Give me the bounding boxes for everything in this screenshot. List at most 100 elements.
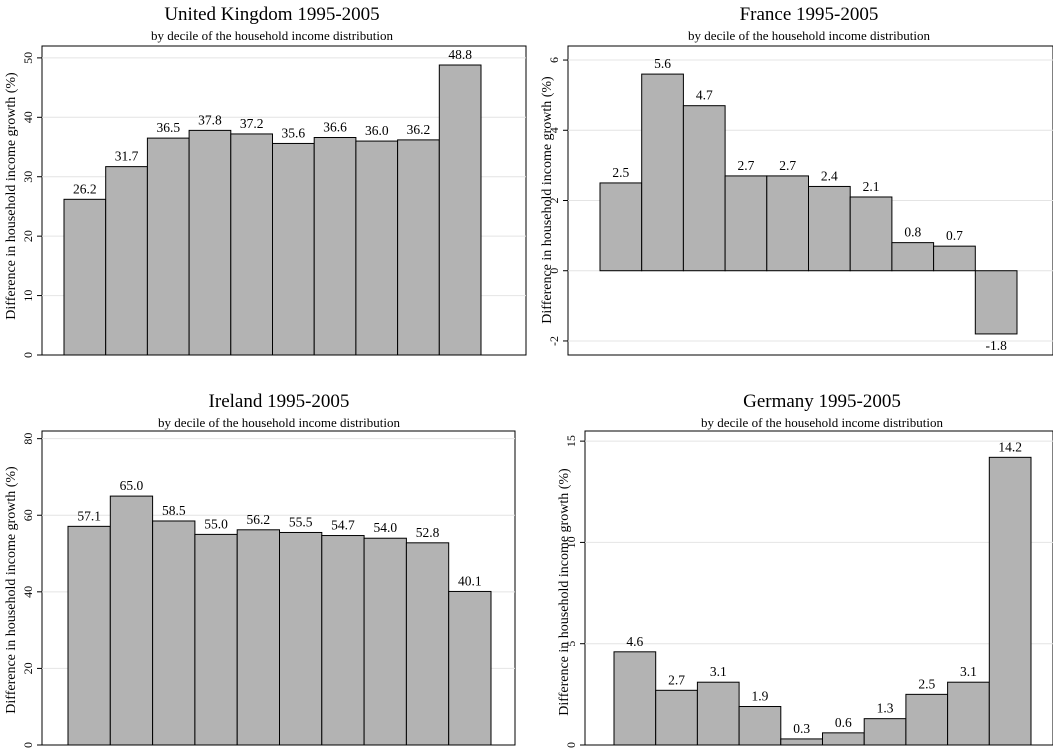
bar [974, 270, 1018, 335]
bar-value-label: 2.5 [612, 165, 629, 180]
bar [152, 520, 196, 746]
bar-value-label: 36.6 [323, 120, 347, 135]
bar-value-label: 4.7 [696, 88, 713, 103]
bar [780, 738, 823, 746]
bar [272, 142, 315, 356]
bar [696, 681, 740, 746]
y-tick-label: 10 [564, 536, 578, 548]
bar [863, 718, 907, 746]
bar [146, 137, 190, 356]
bar-value-label: 52.8 [416, 525, 440, 540]
bar-value-label: 55.5 [289, 514, 313, 529]
bar-value-label: 58.5 [162, 503, 186, 518]
bar [891, 242, 935, 272]
chart-title: United Kingdom 1995-2005 [164, 4, 379, 25]
bar-value-label: 55.0 [204, 516, 228, 531]
y-tick-label: 20 [21, 662, 35, 674]
bar [438, 64, 482, 356]
bar-value-label: 0.8 [904, 225, 921, 240]
bar [905, 693, 949, 746]
y-tick-label: 80 [21, 433, 35, 445]
chart-title: Ireland 1995-2005 [209, 391, 350, 412]
bar [355, 140, 399, 356]
y-tick-label: 6 [547, 57, 561, 63]
bar [724, 175, 768, 272]
bar [599, 182, 643, 272]
bar-value-label: 3.1 [960, 664, 977, 679]
y-tick-label: 0 [21, 742, 35, 748]
bar [397, 139, 440, 356]
bar [313, 137, 357, 356]
chart-subtitle: by decile of the household income distri… [701, 415, 943, 430]
bar-value-label: 54.7 [331, 518, 355, 533]
bar [808, 185, 851, 272]
bar [613, 651, 657, 746]
bar-value-label: 37.8 [198, 112, 222, 127]
bar-value-label: 54.0 [373, 520, 397, 535]
bar-value-label: 2.7 [668, 672, 685, 687]
bar [849, 196, 893, 272]
bar-value-label: 2.7 [779, 158, 796, 173]
bar [641, 73, 684, 272]
chart-title: Germany 1995-2005 [743, 391, 901, 412]
chart-subtitle: by decile of the household income distri… [688, 28, 930, 43]
bar [448, 590, 492, 746]
panel-germany: Germany 1995-2005 by decile of the house… [557, 391, 1053, 748]
bar [236, 529, 280, 746]
bar [109, 495, 154, 746]
y-axis-label: Difference in household income growth (%… [4, 72, 19, 320]
bar [63, 198, 107, 356]
bar-value-label: 0.7 [946, 228, 963, 243]
bar [363, 537, 407, 746]
bar-value-label: 2.5 [918, 676, 935, 691]
bar-value-label: 0.3 [793, 721, 810, 736]
plot-area: -2 0 2 4 6 2.5 5.6 4.7 2.7 2.7 2.4 2.1 0.8 0.7 -1.8 [547, 45, 1053, 356]
bar-value-label: -1.8 [985, 338, 1007, 353]
bar-value-label: 65.0 [120, 478, 144, 493]
y-axis-label: Difference in household income growth (%… [4, 466, 19, 714]
bar [682, 105, 726, 272]
y-tick-label: 0 [564, 742, 578, 748]
chart-subtitle: by decile of the household income distri… [151, 28, 393, 43]
y-axis-label: Difference in household income growth (%… [540, 76, 555, 324]
y-tick-label: 40 [21, 111, 35, 123]
panel-ireland: Ireland 1995-2005 by decile of the house… [4, 391, 516, 748]
bar-value-label: 14.2 [998, 439, 1022, 454]
bar [738, 706, 782, 746]
plot-area: 0 20 40 60 80 57.1 65.0 58.5 55.0 56.2 55.5 54.7 54.… [21, 430, 516, 748]
bar [933, 245, 976, 272]
bar-value-label: 1.9 [752, 689, 769, 704]
bar-value-label: 26.2 [73, 181, 97, 196]
bar-value-label: 37.2 [240, 116, 264, 131]
bar-value-label: 1.3 [877, 701, 894, 716]
y-tick-label: 15 [564, 435, 578, 447]
bar-value-label: 0.6 [835, 715, 852, 730]
bar [988, 456, 1032, 746]
chart-title: France 1995-2005 [740, 4, 879, 25]
bar [230, 133, 274, 356]
bar-value-label: 57.1 [77, 508, 101, 523]
bar [947, 681, 990, 746]
y-tick-label: 4 [547, 127, 561, 133]
bar-value-label: 2.7 [738, 158, 755, 173]
bar-value-label: 40.1 [458, 573, 482, 588]
y-tick-label: 0 [21, 352, 35, 358]
bar [105, 166, 148, 356]
bar-value-label: 2.1 [863, 179, 880, 194]
y-tick-label: 5 [564, 641, 578, 647]
bar-value-label: 35.6 [282, 125, 306, 140]
bar [822, 732, 865, 746]
panel-france: France 1995-2005 by decile of the househ… [540, 4, 1053, 356]
y-tick-label: 2 [547, 198, 561, 204]
y-tick-label: -2 [547, 336, 561, 346]
bar [194, 533, 238, 746]
bar-value-label: 36.0 [365, 123, 389, 138]
bar-value-label: 48.8 [448, 47, 472, 62]
plot-area: 0 10 20 30 40 50 26.2 31.7 36.5 37.8 37.2 35.6 36.6 3… [21, 45, 527, 358]
bar-value-label: 2.4 [821, 168, 838, 183]
bar-value-label: 56.2 [247, 512, 271, 527]
bar-value-label: 4.6 [626, 634, 643, 649]
y-tick-label: 40 [21, 586, 35, 598]
panel-united-kingdom: United Kingdom 1995-2005 by decile of th… [4, 4, 527, 358]
